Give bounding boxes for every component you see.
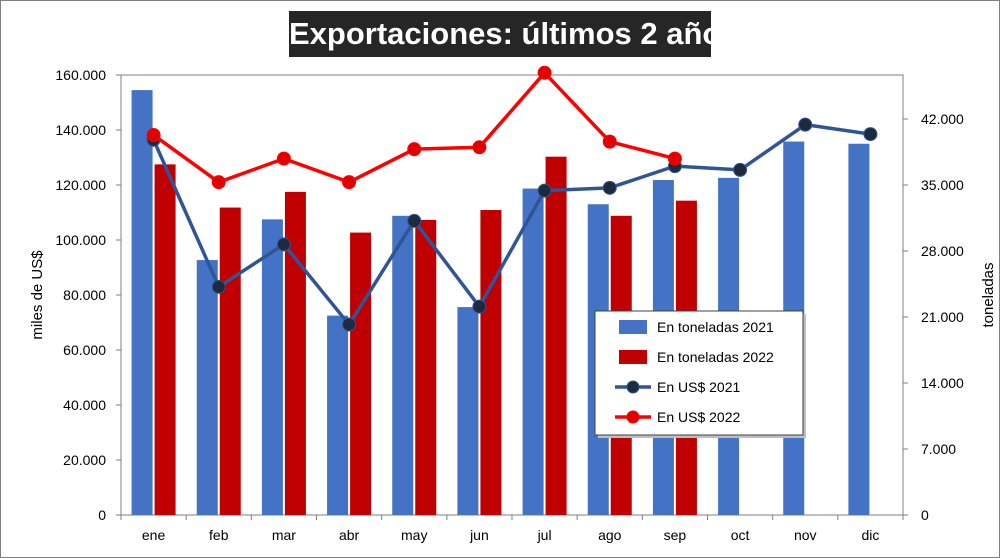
line-en-us-2021 xyxy=(151,122,871,327)
legend-swatch-en-toneladas-2021 xyxy=(619,320,647,334)
legend-label-en-us-2022: En US$ 2022 xyxy=(657,409,740,425)
x-tick-label: sep xyxy=(664,527,687,543)
x-tick-label: ago xyxy=(598,527,622,543)
bar-en-toneladas-2021-feb xyxy=(196,260,218,515)
bar-en-toneladas-2022-jun xyxy=(480,210,502,515)
x-tick-label: jul xyxy=(537,527,552,543)
legend-swatch-en-toneladas-2022 xyxy=(619,350,647,364)
axis-layer: 0 20.000 40.000 60.000 80.000 100.000 120.000 1… xyxy=(55,67,964,543)
point-en-us-2022-sep xyxy=(667,151,682,166)
bar-en-toneladas-2021-may xyxy=(392,215,414,516)
x-tick-label: ene xyxy=(142,527,166,543)
bar-en-toneladas-2022-ene xyxy=(154,164,176,515)
bars-layer xyxy=(131,90,870,516)
y-right-tick-label: 42.000 xyxy=(921,111,964,127)
x-tick-label: may xyxy=(401,527,427,543)
y-right-tick-label: 7.000 xyxy=(921,441,956,457)
y-left-tick-label: 100.000 xyxy=(55,232,106,248)
y-left-tick-label: 120.000 xyxy=(55,177,106,193)
y-axis-right-label: toneladas xyxy=(980,262,997,327)
y-left-tick-label: 80.000 xyxy=(63,287,106,303)
point-en-us-2021-nov xyxy=(798,117,813,132)
point-en-us-2021-jun xyxy=(472,299,487,314)
bar-en-toneladas-2022-mar xyxy=(284,191,306,515)
point-en-us-2021-jul xyxy=(537,183,552,198)
y-left-tick-label: 40.000 xyxy=(63,397,106,413)
bar-en-toneladas-2021-abr xyxy=(327,315,349,515)
line-en-us-2022 xyxy=(152,71,676,184)
point-en-us-2022-jun xyxy=(472,140,487,155)
chart-title: Exportaciones: últimos 2 años xyxy=(289,11,739,57)
point-en-us-2022-feb xyxy=(211,175,226,190)
point-en-us-2021-feb xyxy=(211,279,226,294)
point-en-us-2022-ene xyxy=(146,128,161,143)
x-tick-label: oct xyxy=(731,527,750,543)
y-left-tick-label: 160.000 xyxy=(55,67,106,83)
bar-en-toneladas-2022-abr xyxy=(350,232,372,515)
y-right-tick-label: 0 xyxy=(921,507,929,523)
x-tick-label: dic xyxy=(861,527,879,543)
legend-label-en-toneladas-2022: En toneladas 2022 xyxy=(657,349,774,365)
point-en-us-2022-abr xyxy=(342,175,357,190)
bar-en-toneladas-2021-dic xyxy=(848,143,870,515)
y-left-tick-label: 140.000 xyxy=(55,122,106,138)
bar-en-toneladas-2022-jul xyxy=(545,156,567,516)
y-left-tick-label: 0 xyxy=(98,507,106,523)
x-tick-label: abr xyxy=(339,527,360,543)
point-en-us-2021-mar xyxy=(276,237,291,252)
point-en-us-2022-ago xyxy=(602,134,617,149)
bar-en-toneladas-2022-may xyxy=(415,219,437,516)
legend-label-en-us-2021: En US$ 2021 xyxy=(657,379,740,395)
y-right-tick-label: 28.000 xyxy=(921,243,964,259)
y-right-tick-label: 14.000 xyxy=(921,375,964,391)
y-right-tick-label: 21.000 xyxy=(921,309,964,325)
y-axis-left-label: miles de US$ xyxy=(29,250,46,340)
x-tick-label: feb xyxy=(209,527,229,543)
y-left-tick-label: 20.000 xyxy=(63,452,106,468)
bar-en-toneladas-2021-mar xyxy=(261,219,283,515)
y-left-tick-label: 60.000 xyxy=(63,342,106,358)
point-en-us-2022-may xyxy=(407,142,422,157)
bar-en-toneladas-2021-jun xyxy=(457,307,479,515)
point-en-us-2021-ago xyxy=(602,180,617,195)
point-en-us-2021-may xyxy=(407,213,422,228)
point-en-us-2022-jul xyxy=(537,65,552,80)
y-right-tick-label: 35.000 xyxy=(921,177,964,193)
legend: En toneladas 2021 En toneladas 2022 En US$… xyxy=(594,310,806,438)
point-en-us-2021-oct xyxy=(733,162,748,177)
legend-swatch-marker-en-us-2021 xyxy=(626,380,640,394)
point-en-us-2022-mar xyxy=(276,151,291,166)
point-en-us-2021-abr xyxy=(342,317,357,332)
bar-en-toneladas-2022-feb xyxy=(219,207,241,516)
x-tick-label: jun xyxy=(469,527,489,543)
lines-layer xyxy=(146,65,878,332)
legend-swatch-marker-en-us-2022 xyxy=(626,410,640,424)
bar-en-toneladas-2021-jul xyxy=(522,188,544,515)
x-tick-label: mar xyxy=(272,527,296,543)
x-tick-label: nov xyxy=(794,527,817,543)
point-en-us-2021-dic xyxy=(863,127,878,142)
legend-label-en-toneladas-2021: En toneladas 2021 xyxy=(657,319,774,335)
bar-en-toneladas-2021-ene xyxy=(131,90,153,515)
